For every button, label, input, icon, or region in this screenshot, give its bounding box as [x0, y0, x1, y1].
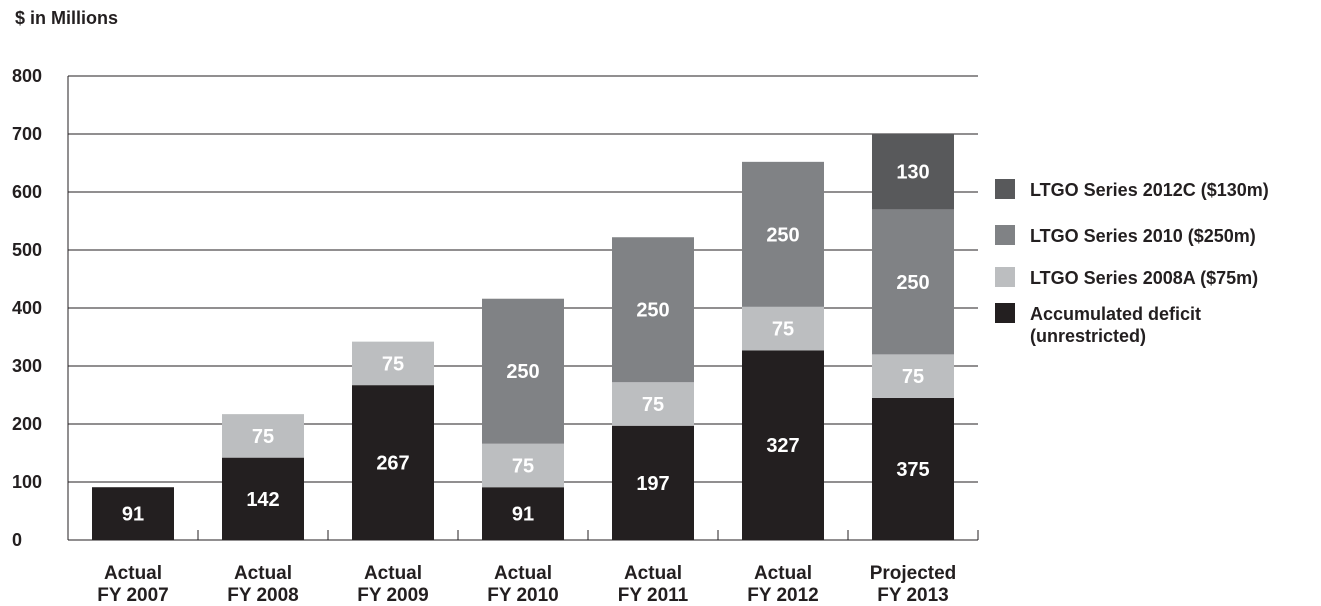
bar-segment — [872, 209, 954, 355]
bar-segment — [482, 443, 564, 488]
bars: 91 142 75 267 75 91 75 250 197 75 250 327 75 250 375 75… — [92, 134, 954, 540]
legend-label: LTGO Series 2012C ($130m) — [1030, 180, 1269, 200]
bar-segment — [872, 134, 954, 210]
x-category-label: FY 2007 — [97, 585, 168, 606]
y-tick-label: 200 — [12, 414, 42, 434]
bar-data-label: 75 — [252, 426, 274, 448]
bar-data-label: 375 — [896, 459, 929, 481]
bar-segment — [222, 457, 304, 540]
bar-segment — [742, 161, 824, 307]
x-category-label: Projected — [870, 563, 957, 584]
bar-data-label: 91 — [122, 504, 144, 526]
bar-data-label: 75 — [382, 353, 404, 375]
y-tick-label: 800 — [12, 66, 42, 86]
y-tick-label: 500 — [12, 240, 42, 260]
bar-segment — [742, 306, 824, 351]
bar-segment — [742, 350, 824, 540]
bar-data-label: 327 — [766, 435, 799, 457]
bar-segment — [482, 298, 564, 444]
y-tick-label: 700 — [12, 124, 42, 144]
x-category-label: FY 2011 — [618, 585, 689, 606]
bar-data-label: 75 — [512, 455, 534, 477]
bar-data-label: 142 — [246, 489, 279, 511]
bar-segment — [612, 425, 694, 540]
bar-data-label: 75 — [902, 366, 924, 388]
legend-swatch — [995, 225, 1015, 245]
y-tick-label: 0 — [12, 530, 22, 550]
x-category-label: Actual — [364, 563, 422, 584]
legend: LTGO Series 2012C ($130m) LTGO Series 201… — [995, 179, 1269, 346]
x-category-label: FY 2010 — [487, 585, 558, 606]
legend-label: LTGO Series 2010 ($250m) — [1030, 226, 1256, 246]
bar-data-label: 250 — [506, 361, 539, 383]
bar-segment — [352, 341, 434, 386]
bar-segment — [352, 385, 434, 540]
y-tick-label: 600 — [12, 182, 42, 202]
x-category-label: Actual — [234, 563, 292, 584]
bar-data-label: 267 — [376, 453, 409, 475]
x-category-label: FY 2009 — [357, 585, 428, 606]
bar-data-label: 250 — [636, 300, 669, 322]
legend-swatch — [995, 303, 1015, 323]
y-tick-label: 100 — [12, 472, 42, 492]
x-category-label: FY 2012 — [747, 585, 818, 606]
bar-data-label: 250 — [766, 224, 799, 246]
y-tick-label: 400 — [12, 298, 42, 318]
bar-data-label: 130 — [896, 162, 929, 184]
bar-data-label: 75 — [642, 394, 664, 416]
x-category-label: Actual — [624, 563, 682, 584]
x-category-label: FY 2008 — [227, 585, 298, 606]
bar-segment — [92, 487, 174, 540]
bar-segment — [482, 487, 564, 540]
x-category-label: FY 2013 — [877, 585, 948, 606]
bar-segment — [612, 382, 694, 426]
x-category-label: Actual — [104, 563, 162, 584]
x-category-label: Actual — [754, 563, 812, 584]
bar-segment — [872, 397, 954, 540]
y-axis-label: $ in Millions — [15, 8, 118, 28]
bar-segment — [612, 237, 694, 383]
bar-data-label: 250 — [896, 272, 929, 294]
bar-data-label: 91 — [512, 504, 534, 526]
legend-swatch — [995, 267, 1015, 287]
bar-segment — [872, 354, 954, 398]
y-tick-label: 300 — [12, 356, 42, 376]
x-category-label: Actual — [494, 563, 552, 584]
bar-data-label: 197 — [636, 473, 669, 495]
legend-label: Accumulated deficit — [1030, 304, 1201, 324]
bar-segment — [222, 414, 304, 458]
legend-label: (unrestricted) — [1030, 326, 1146, 346]
bar-data-label: 75 — [772, 319, 794, 341]
legend-swatch — [995, 179, 1015, 199]
legend-label: LTGO Series 2008A ($75m) — [1030, 268, 1258, 288]
